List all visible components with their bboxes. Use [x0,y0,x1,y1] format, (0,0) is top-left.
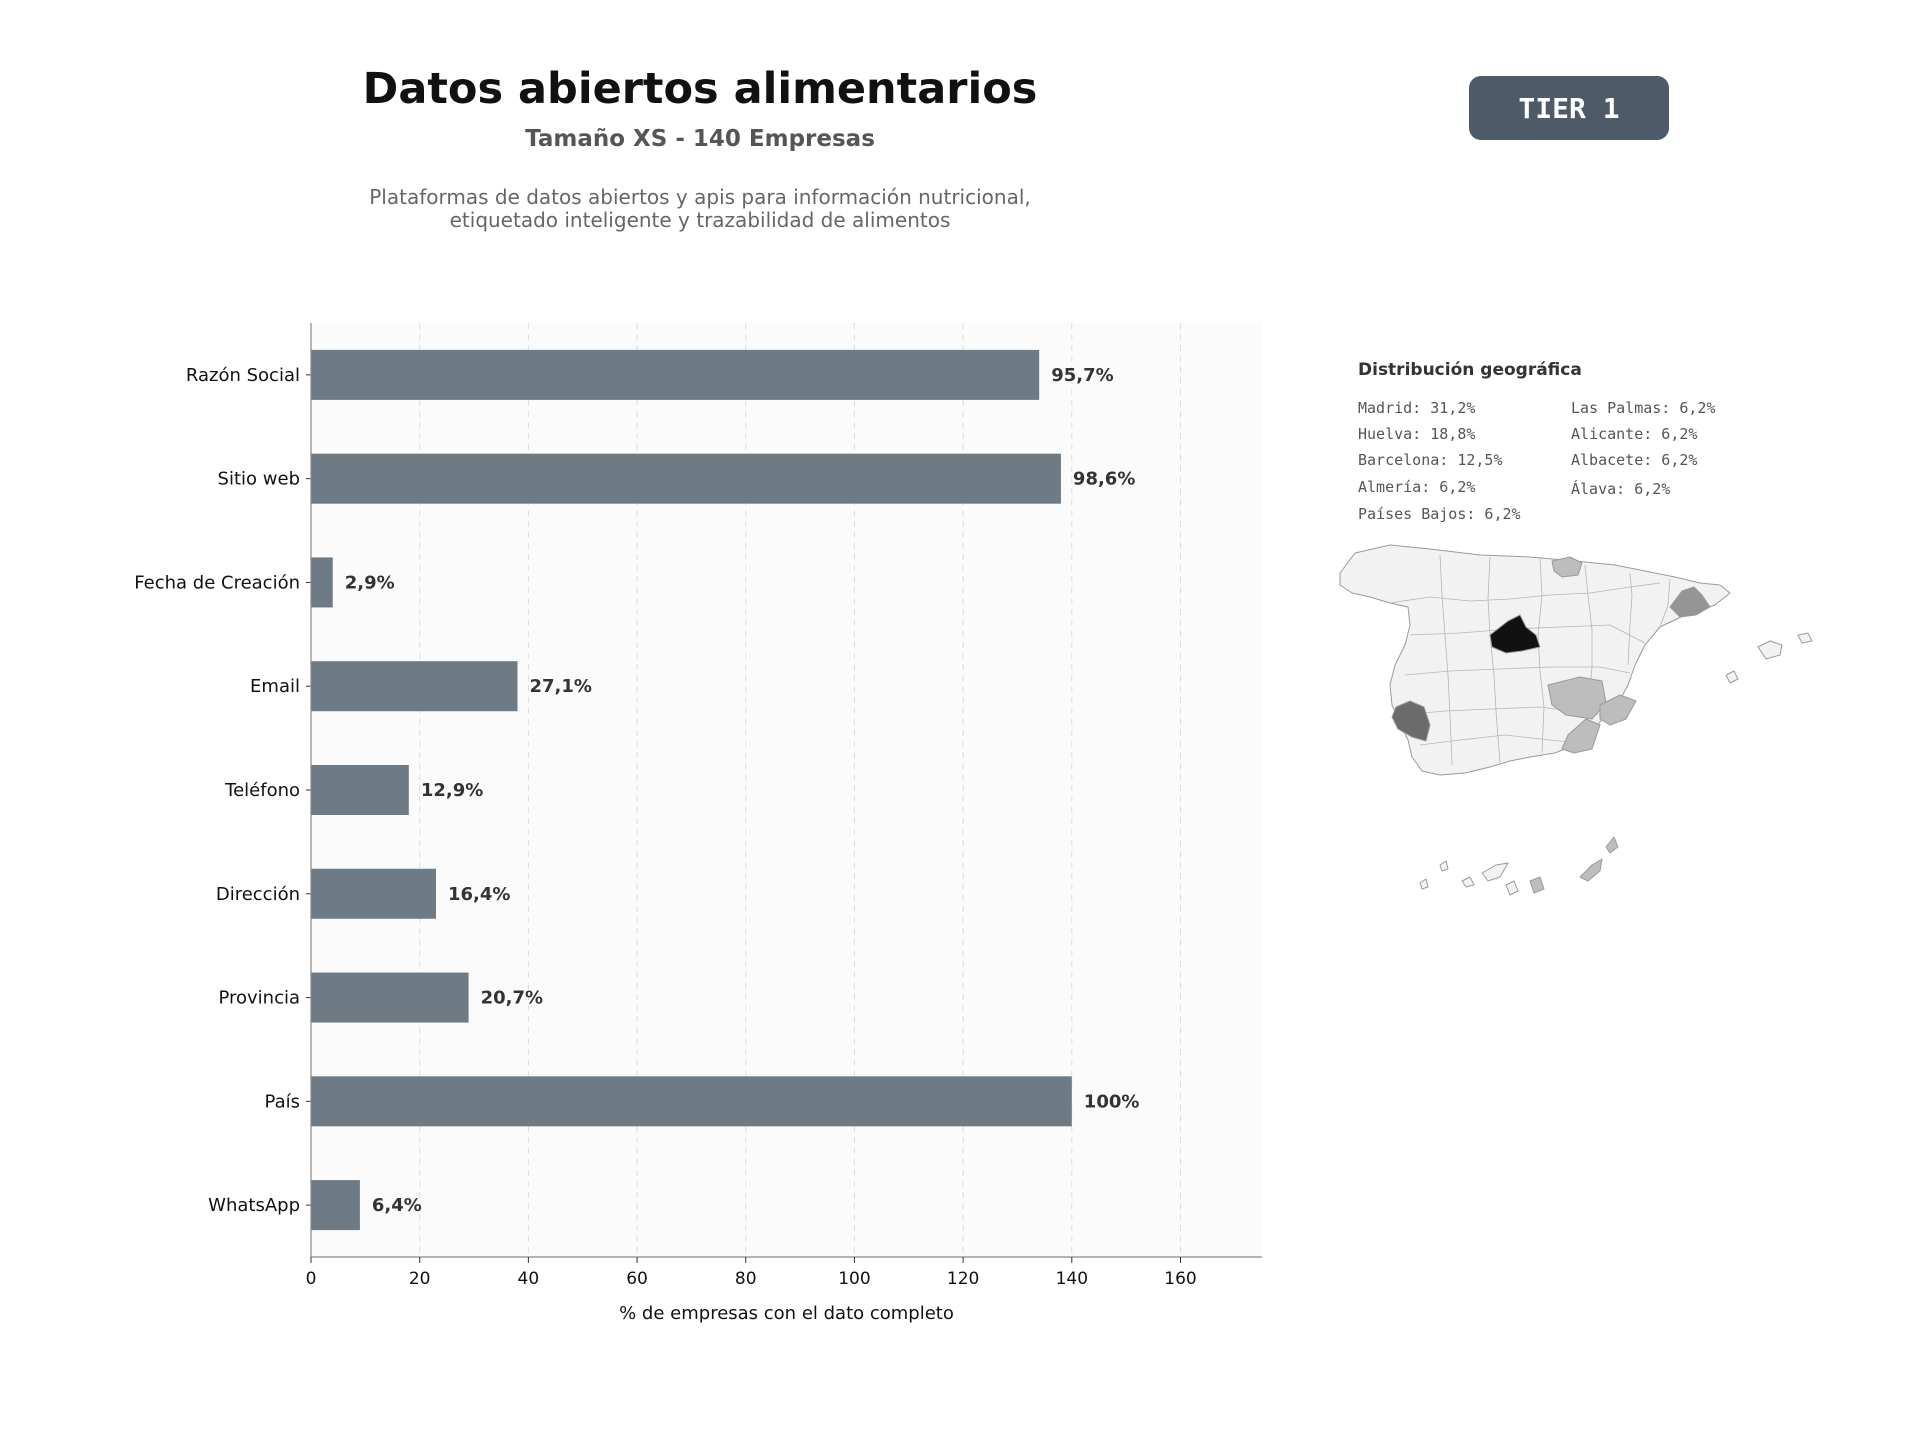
bar [311,868,436,919]
y-tick-label: País [265,1091,300,1112]
geo-item-barcelona: Barcelona: 12,5% [1358,451,1503,469]
map-region-las-palmas [1579,836,1619,882]
bar [311,557,333,608]
data-label: 12,9% [421,780,483,801]
geo-title: Distribución geográfica [1358,360,1582,380]
bar [311,661,518,712]
map-region-albacete [1547,676,1607,720]
y-tick-label: Teléfono [224,780,300,801]
x-tick-label: 40 [518,1269,540,1289]
x-tick-label: 140 [1056,1269,1088,1289]
spain-map [1339,544,1813,896]
y-tick-label: Email [250,676,300,697]
map-region-huelva [1391,700,1431,742]
bar [311,765,409,815]
y-tick-label: Fecha de Creación [134,572,300,593]
data-label: 16,4% [448,884,510,905]
x-tick-label: 160 [1164,1269,1196,1289]
map-region-almeria [1561,718,1601,754]
geo-item-paises-bajos: Países Bajos: 6,2% [1358,505,1521,523]
page-title: Datos abiertos alimentarios [362,64,1038,114]
x-tick-label: 120 [947,1269,979,1289]
map-region-alicante [1599,694,1637,726]
x-axis-label: % de empresas con el dato completo [619,1303,954,1324]
x-tick-label: 0 [306,1269,317,1289]
map-mainland [1339,544,1731,776]
description-line-1: Plataformas de datos abiertos y apis par… [369,185,1031,209]
bar [311,349,1040,400]
page-description: Plataformas de datos abiertos y apis par… [200,186,1200,232]
data-label: 100% [1084,1091,1140,1112]
bar [311,1180,360,1231]
geo-item-alava: Álava: 6,2% [1571,480,1671,498]
map-region-madrid [1489,614,1541,654]
x-tick-label: 100 [838,1269,870,1289]
geo-item-las-palmas: Las Palmas: 6,2% [1571,399,1716,417]
y-tick-label: Razón Social [186,365,300,386]
map-balearics [1725,632,1813,684]
bar-chart: Razón Social 95,7% Sitio web 98,6% Fecha de … [134,323,1262,1324]
geo-item-alicante: Alicante: 6,2% [1571,425,1698,443]
data-label: 27,1% [530,676,592,697]
y-tick-label: Sitio web [218,469,300,490]
map-canaries-mid [1529,876,1545,894]
x-tick-label: 20 [409,1269,431,1289]
data-label: 2,9% [345,572,395,593]
geo-item-huelva: Huelva: 18,8% [1358,425,1476,443]
data-label: 20,7% [481,988,543,1009]
bar [311,972,469,1023]
page-subtitle: Tamaño XS - 140 Empresas [525,126,875,152]
bar [311,1076,1072,1127]
data-label: 95,7% [1051,365,1113,386]
data-label: 6,4% [372,1195,422,1216]
bar [311,453,1061,504]
x-tick-label: 80 [735,1269,757,1289]
geo-item-madrid: Madrid: 31,2% [1358,399,1476,417]
y-tick-label: Provincia [218,988,300,1009]
x-tick-label: 60 [626,1269,648,1289]
y-tick-label: WhatsApp [208,1195,300,1216]
tier-badge: TIER 1 [1469,76,1669,140]
y-tick-label: Dirección [216,884,300,905]
map-region-alava [1551,556,1583,578]
description-line-2: etiquetado inteligente y trazabilidad de… [449,208,951,232]
data-label: 98,6% [1073,469,1135,490]
geo-item-albacete: Albacete: 6,2% [1571,451,1698,469]
geo-item-almeria: Almería: 6,2% [1358,478,1476,496]
map-region-barcelona [1669,586,1711,618]
map-canaries-west [1419,860,1519,896]
